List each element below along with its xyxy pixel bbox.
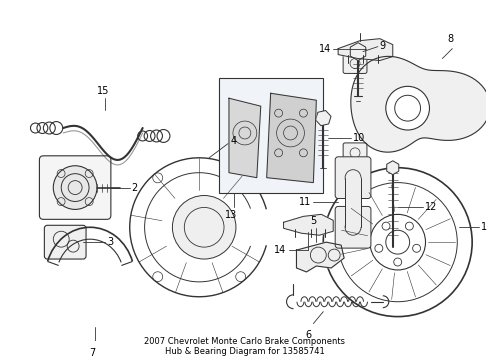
Polygon shape bbox=[283, 214, 332, 235]
Text: 10: 10 bbox=[352, 133, 365, 143]
Bar bbox=[219, 78, 323, 193]
Text: 13: 13 bbox=[224, 210, 237, 220]
FancyBboxPatch shape bbox=[334, 157, 370, 198]
FancyBboxPatch shape bbox=[343, 143, 366, 163]
Polygon shape bbox=[266, 93, 316, 183]
Circle shape bbox=[53, 166, 97, 210]
Text: 2007 Chevrolet Monte Carlo Brake Components
Hub & Bearing Diagram for 13585741: 2007 Chevrolet Monte Carlo Brake Compone… bbox=[143, 337, 345, 356]
Text: 9: 9 bbox=[379, 41, 385, 51]
FancyBboxPatch shape bbox=[44, 225, 86, 259]
Polygon shape bbox=[296, 242, 344, 272]
Text: 14: 14 bbox=[318, 44, 330, 54]
Circle shape bbox=[385, 86, 428, 130]
Text: 11: 11 bbox=[299, 198, 311, 207]
FancyBboxPatch shape bbox=[334, 206, 370, 248]
FancyBboxPatch shape bbox=[40, 156, 111, 219]
FancyBboxPatch shape bbox=[343, 54, 366, 73]
Text: 15: 15 bbox=[97, 86, 109, 96]
Text: 3: 3 bbox=[107, 237, 113, 247]
Text: 4: 4 bbox=[230, 136, 237, 146]
Text: 8: 8 bbox=[447, 33, 452, 44]
Polygon shape bbox=[228, 98, 260, 177]
Text: 12: 12 bbox=[424, 202, 436, 212]
Text: 7: 7 bbox=[89, 348, 95, 358]
Text: 14: 14 bbox=[274, 245, 286, 255]
Text: 6: 6 bbox=[305, 329, 311, 339]
Polygon shape bbox=[350, 57, 488, 152]
Circle shape bbox=[172, 195, 235, 259]
Polygon shape bbox=[338, 39, 392, 60]
Text: 2: 2 bbox=[131, 183, 138, 193]
Text: 5: 5 bbox=[309, 216, 316, 226]
Text: 1: 1 bbox=[480, 222, 486, 232]
Bar bbox=[345, 177, 360, 227]
